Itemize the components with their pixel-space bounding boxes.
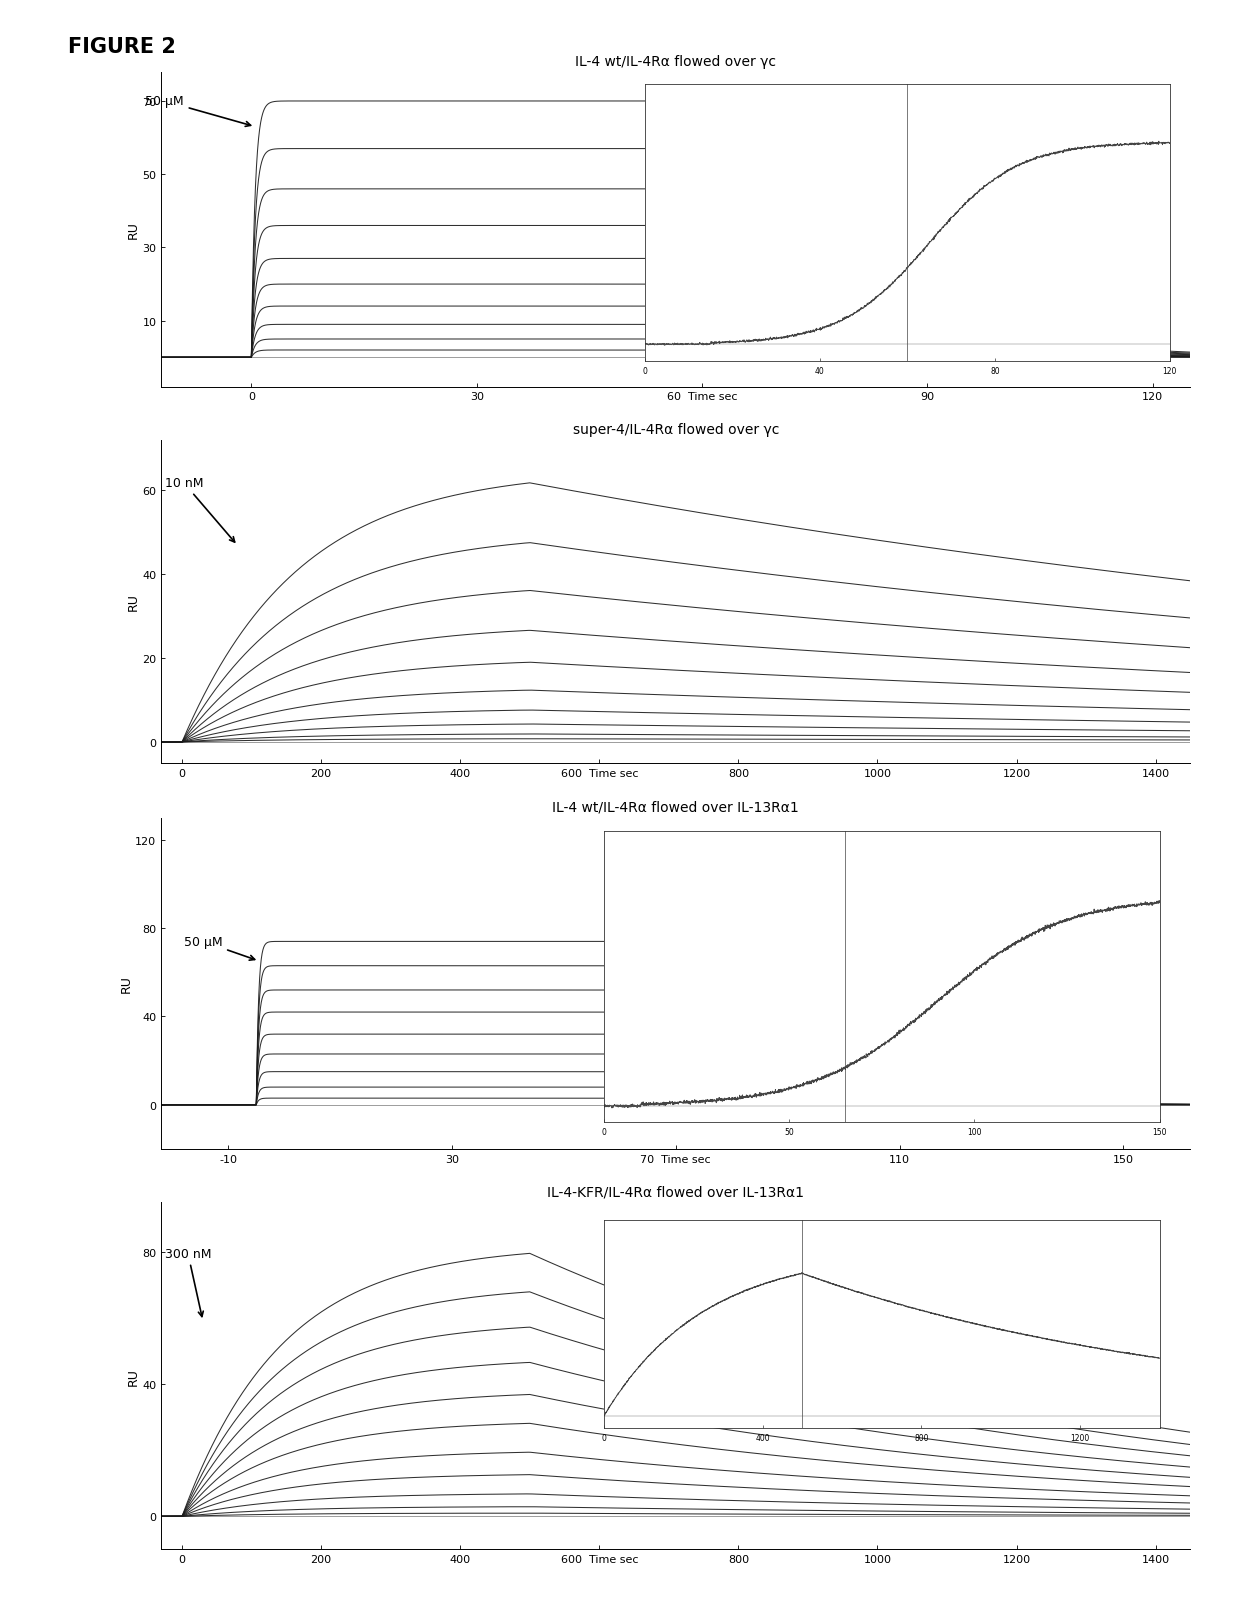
Text: 300 nM: 300 nM [165, 1248, 211, 1317]
Title: IL-4 wt/IL-4Rα flowed over γc: IL-4 wt/IL-4Rα flowed over γc [575, 55, 776, 69]
Y-axis label: RU: RU [126, 221, 139, 239]
Text: 10 nM: 10 nM [165, 478, 234, 542]
Text: FIGURE 2: FIGURE 2 [68, 37, 176, 56]
Title: IL-4 wt/IL-4Rα flowed over IL-13Rα1: IL-4 wt/IL-4Rα flowed over IL-13Rα1 [553, 801, 799, 815]
Title: IL-4-KFR/IL-4Rα flowed over IL-13Rα1: IL-4-KFR/IL-4Rα flowed over IL-13Rα1 [547, 1185, 805, 1199]
Y-axis label: RU: RU [126, 592, 139, 612]
Text: 50 μM: 50 μM [145, 95, 250, 128]
Text: 50 μM: 50 μM [184, 936, 254, 960]
Y-axis label: RU: RU [119, 975, 133, 993]
Title: super-4/IL-4Rα flowed over γc: super-4/IL-4Rα flowed over γc [573, 423, 779, 437]
Y-axis label: RU: RU [126, 1367, 139, 1385]
